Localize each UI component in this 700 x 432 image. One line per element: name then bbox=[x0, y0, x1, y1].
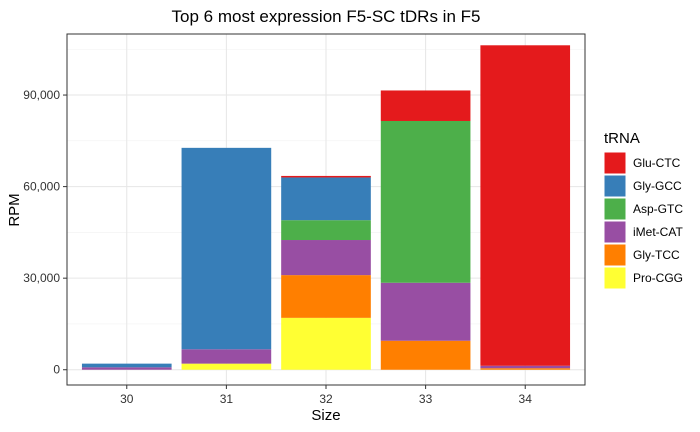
y-tick-label: 90,000 bbox=[23, 88, 60, 102]
legend-swatch-pro-cgg bbox=[603, 266, 627, 290]
bar-segment-imet-cat-32 bbox=[281, 240, 371, 276]
bar-segment-asp-gtc-33 bbox=[380, 120, 471, 283]
bars-group bbox=[81, 45, 571, 370]
legend-swatch-gly-gcc bbox=[603, 174, 627, 198]
bar-segment-pro-cgg-32 bbox=[281, 317, 371, 370]
legend-label-pro-cgg: Pro-CGG bbox=[633, 271, 683, 285]
bar-segment-imet-cat-30 bbox=[81, 367, 172, 370]
legend-label-imet-cat: iMet-CAT bbox=[633, 225, 683, 239]
x-tick-label: 30 bbox=[120, 392, 134, 406]
axes-group: 0 30,000 60,000 90,000 30 31 32 33 34 bbox=[23, 33, 586, 406]
legend-label-asp-gtc: Asp-GTC bbox=[633, 202, 683, 216]
bar-segment-imet-cat-34 bbox=[480, 365, 571, 369]
legend-swatch-gly-tcc bbox=[603, 243, 627, 267]
x-tick-label: 34 bbox=[519, 392, 533, 406]
bar-segment-pro-cgg-31 bbox=[181, 363, 272, 370]
chart-title: Top 6 most expression F5-SC tDRs in F5 bbox=[172, 7, 481, 26]
legend-label-glu-ctc: Glu-CTC bbox=[633, 156, 681, 170]
bar-segment-asp-gtc-32 bbox=[281, 220, 371, 241]
y-axis-title: RPM bbox=[6, 193, 23, 226]
legend-title: tRNA bbox=[604, 130, 640, 147]
y-tick-label: 60,000 bbox=[23, 180, 60, 194]
bar-segment-gly-tcc-32 bbox=[281, 275, 371, 318]
x-tick-label: 31 bbox=[220, 392, 234, 406]
legend-swatch-glu-ctc bbox=[603, 151, 627, 175]
bar-segment-gly-gcc-32 bbox=[281, 177, 371, 221]
legend: tRNA Glu-CTC Gly-GCC Asp-GTC iMet-CAT Gly-TC… bbox=[603, 130, 683, 290]
x-axis-title: Size bbox=[311, 407, 340, 424]
legend-label-gly-tcc: Gly-TCC bbox=[633, 248, 680, 262]
bar-segment-glu-ctc-34 bbox=[480, 45, 571, 366]
bar-segment-imet-cat-33 bbox=[380, 282, 471, 341]
bar-segment-gly-tcc-33 bbox=[380, 340, 471, 370]
bar-segment-gly-tcc-34 bbox=[480, 368, 571, 370]
y-tick-label: 0 bbox=[53, 363, 60, 377]
bar-segment-gly-gcc-30 bbox=[81, 363, 172, 368]
legend-swatch-imet-cat bbox=[603, 220, 627, 244]
x-tick-label: 33 bbox=[419, 392, 433, 406]
legend-label-gly-gcc: Gly-GCC bbox=[633, 179, 682, 193]
x-tick-label: 32 bbox=[319, 392, 333, 406]
bar-segment-glu-ctc-32 bbox=[281, 175, 371, 178]
bar-segment-imet-cat-31 bbox=[181, 349, 272, 364]
bar-segment-gly-gcc-31 bbox=[181, 147, 272, 350]
bar-segment-glu-ctc-33 bbox=[380, 90, 471, 121]
y-tick-label: 30,000 bbox=[23, 271, 60, 285]
legend-swatch-asp-gtc bbox=[603, 197, 627, 221]
